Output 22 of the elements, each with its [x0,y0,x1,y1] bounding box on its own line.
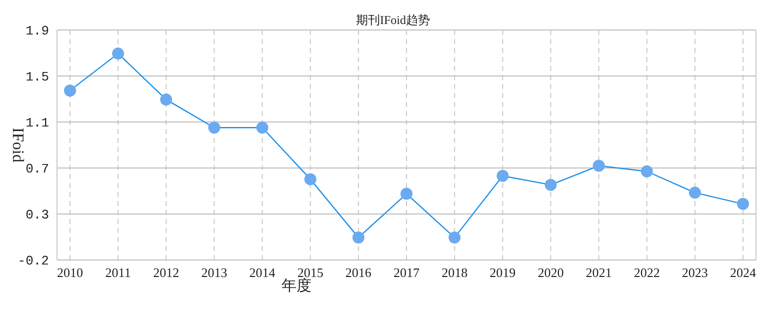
y-tick-label: 1.5 [26,70,49,85]
x-tick-label: 2016 [345,265,372,280]
x-tick-label: 2014 [249,265,276,280]
y-tick-label: 1.1 [26,116,50,131]
x-tick-label: 2021 [586,265,612,280]
x-tick-label: 2023 [682,265,708,280]
y-axis-title: IFoid [9,128,26,162]
y-tick-label: 0.7 [26,162,49,177]
x-tick-label: 2013 [201,265,228,280]
x-tick-label: 2017 [394,265,420,280]
x-tick-label: 2018 [442,265,468,280]
y-tick-label: -0.2 [18,254,49,269]
x-tick-label: 2010 [57,265,83,280]
x-tick-label: 2020 [538,265,564,280]
y-tick-label: 1.9 [26,24,49,39]
x-tick-label: 2024 [730,265,756,280]
x-tick-label: 2012 [153,265,180,280]
y-tick-label: 0.3 [26,208,49,223]
chart-title: 期刊IFoid趋势 [356,13,430,27]
x-tick-label: 2011 [105,265,131,280]
x-tick-label: 2019 [490,265,516,280]
x-tick-label: 2022 [634,265,660,280]
